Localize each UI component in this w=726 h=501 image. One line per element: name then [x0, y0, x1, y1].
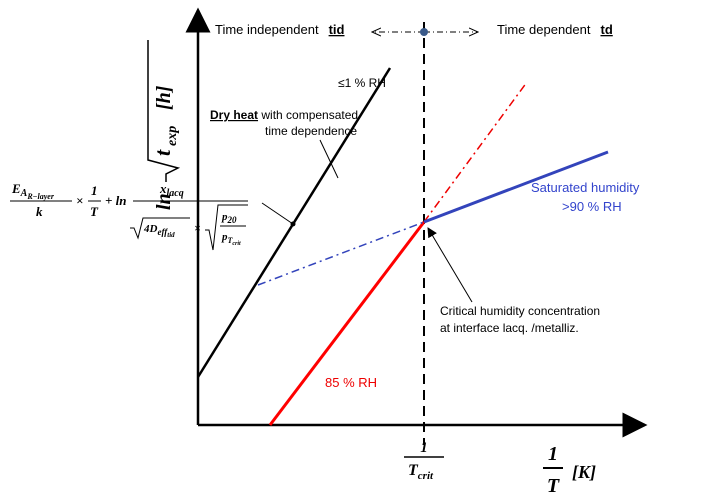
- text-part: p: [221, 211, 228, 223]
- svg-text:pTcrit: pTcrit: [221, 231, 241, 247]
- text-part: T: [90, 204, 99, 219]
- svg-text:EAR−layer: EAR−layer: [11, 181, 55, 201]
- text-part: x: [159, 181, 167, 196]
- text-part: td: [600, 22, 612, 37]
- text-part: 1: [548, 443, 558, 465]
- text-part: [K]: [572, 462, 596, 482]
- svg-text:4Defftid: 4Defftid: [143, 223, 175, 239]
- region-left: Time independent tid: [215, 22, 345, 37]
- dry-rh: ≤1 % RH: [338, 76, 386, 90]
- dry-label-2: time dependence: [265, 124, 357, 138]
- critical-arrow: [427, 227, 473, 303]
- text-part: ×: [76, 193, 83, 208]
- text-part: E: [11, 181, 21, 196]
- region-right: Time dependent td: [497, 22, 613, 37]
- text-part: exp: [165, 126, 180, 146]
- text-part: lacq: [167, 188, 184, 199]
- text-part: A: [20, 188, 28, 199]
- text-part: p: [221, 231, 228, 243]
- y-label: ln t exp [h]: [147, 40, 181, 210]
- saturated-label: Saturated humidity: [531, 180, 640, 195]
- text-part: Time independent: [215, 22, 319, 37]
- text-part: ln: [153, 193, 175, 210]
- svg-text:xlacq: xlacq: [159, 181, 184, 199]
- text-part: 20: [227, 215, 238, 225]
- x-label: 1 T [K]: [543, 443, 596, 497]
- rh85-label: 85 % RH: [325, 375, 377, 390]
- text-part: 1: [91, 183, 98, 198]
- axes: [185, 7, 648, 445]
- svg-text:p20: p20: [221, 211, 237, 225]
- text-part: tid: [167, 231, 175, 239]
- text-part: + ln: [105, 193, 127, 208]
- text-part: crit: [418, 470, 434, 482]
- text-part: eff: [157, 227, 168, 237]
- dry-leader: [319, 139, 339, 179]
- text-part: k: [36, 204, 43, 219]
- formula-leader: [261, 202, 294, 225]
- text-part: R−layer: [26, 192, 55, 201]
- text-part: T: [408, 462, 419, 479]
- rh85-line: [268, 221, 426, 426]
- formula-dot: [290, 221, 296, 227]
- text-part: with compensated: [258, 108, 358, 122]
- t-crit-label: 1 Tcrit: [404, 440, 444, 482]
- text-part: 4D: [143, 223, 158, 235]
- saturated-extension: [257, 221, 425, 286]
- crit-dot: [420, 28, 428, 36]
- text-part: Dry heat: [210, 108, 258, 122]
- text-part: Time dependent: [497, 22, 591, 37]
- rh85-extension: [423, 81, 528, 223]
- curves: [196, 67, 609, 426]
- text-part: crit: [232, 241, 241, 247]
- dry-label: Dry heat with compensated: [210, 108, 358, 122]
- saturated-rh: >90 % RH: [562, 199, 622, 214]
- saturated-line: [423, 150, 609, 224]
- critical-label-2: at interface lacq. /metalliz.: [440, 321, 579, 335]
- text-part: 1: [420, 440, 428, 456]
- text-part: [h]: [153, 85, 175, 110]
- text-part: tid: [329, 22, 345, 37]
- critical-label: Critical humidity concentration: [440, 304, 600, 318]
- text-part: t: [150, 149, 175, 156]
- text-part: ×: [194, 221, 201, 235]
- text-part: T: [228, 236, 234, 245]
- text-part: T: [547, 475, 560, 497]
- texts: Time independent tid Time dependent td ≤1 …: [10, 22, 640, 497]
- svg-text:Tcrit: Tcrit: [408, 462, 434, 482]
- formula: EAR−layer k × 1 T + ln xlacq 4Defftid × …: [10, 181, 248, 251]
